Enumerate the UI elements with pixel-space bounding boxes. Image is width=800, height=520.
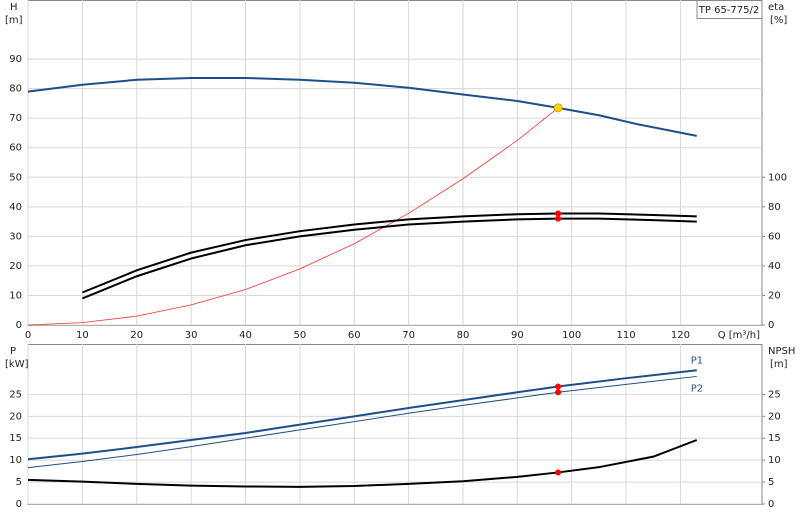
y2-tick-label: 80 xyxy=(768,202,781,213)
y2-tick-label: 0 xyxy=(768,499,774,510)
y-unit: [kW] xyxy=(5,359,29,370)
y-tick-label: 30 xyxy=(9,231,22,242)
x-tick-label: 30 xyxy=(185,330,198,341)
series-line xyxy=(27,107,559,326)
y-tick-label: 70 xyxy=(9,113,22,124)
y-unit: [m] xyxy=(5,15,23,26)
y-tick-label: 90 xyxy=(9,54,22,65)
series-line xyxy=(27,77,697,137)
duty-point xyxy=(553,103,563,113)
duty-point xyxy=(555,469,562,476)
y-tick-label: 50 xyxy=(9,172,22,183)
y-tick-label: 20 xyxy=(9,261,22,272)
chart-title: TP 65-775/2 xyxy=(698,5,759,16)
y-tick-label: 5 xyxy=(16,477,22,488)
legend-label: P2 xyxy=(691,383,703,394)
x-tick-label: 60 xyxy=(348,330,361,341)
y2-tick-label: 0 xyxy=(768,320,774,331)
y-tick-label: 80 xyxy=(9,84,22,95)
y2-unit: [%] xyxy=(770,15,787,26)
y2-tick-label: 20 xyxy=(768,411,781,422)
x-tick-label: 20 xyxy=(130,330,143,341)
y-tick-label: 25 xyxy=(9,389,22,400)
x-tick-label: 120 xyxy=(671,330,690,341)
y2-tick-label: 25 xyxy=(768,389,781,400)
y-tick-label: 20 xyxy=(9,411,22,422)
y2-tick-label: 15 xyxy=(768,433,781,444)
y-tick-label: 0 xyxy=(16,320,22,331)
x-tick-label: 70 xyxy=(402,330,415,341)
x-tick-label: 90 xyxy=(511,330,524,341)
y-tick-label: 0 xyxy=(16,499,22,510)
y2-tick-label: 60 xyxy=(768,231,781,242)
y-label: P xyxy=(10,346,16,357)
y2-tick-label: 20 xyxy=(768,290,781,301)
y-tick-label: 40 xyxy=(9,202,22,213)
y-tick-label: 10 xyxy=(9,455,22,466)
x-tick-label: 0 xyxy=(25,330,31,341)
x-tick-label: 10 xyxy=(76,330,89,341)
y2-label: eta xyxy=(768,2,784,13)
legend-label: P1 xyxy=(691,355,703,366)
plot-area xyxy=(27,344,763,505)
y-tick-label: 60 xyxy=(9,143,22,154)
series-line xyxy=(81,212,697,294)
x-tick-label: 110 xyxy=(617,330,636,341)
y2-tick-label: 10 xyxy=(768,455,781,466)
series-line xyxy=(27,439,698,488)
x-tick-label: 50 xyxy=(293,330,306,341)
y-tick-label: 10 xyxy=(9,290,22,301)
y2-tick-label: 100 xyxy=(768,172,787,183)
x-label: Q [m³/h] xyxy=(718,330,760,341)
duty-point xyxy=(555,389,562,396)
y2-label: NPSH xyxy=(768,346,795,357)
y2-tick-label: 40 xyxy=(768,261,781,272)
y-label: H xyxy=(10,2,18,13)
series-line xyxy=(27,375,697,469)
y2-unit: [m] xyxy=(770,359,788,370)
duty-point xyxy=(555,210,562,217)
series-line xyxy=(81,217,697,300)
y-tick-label: 15 xyxy=(9,433,22,444)
series-line xyxy=(27,369,697,461)
y2-tick-label: 5 xyxy=(768,477,774,488)
duty-point xyxy=(555,215,562,222)
duty-point xyxy=(555,383,562,390)
title-box xyxy=(696,0,763,19)
x-tick-label: 80 xyxy=(457,330,470,341)
x-tick-label: 40 xyxy=(239,330,252,341)
x-tick-label: 100 xyxy=(562,330,581,341)
